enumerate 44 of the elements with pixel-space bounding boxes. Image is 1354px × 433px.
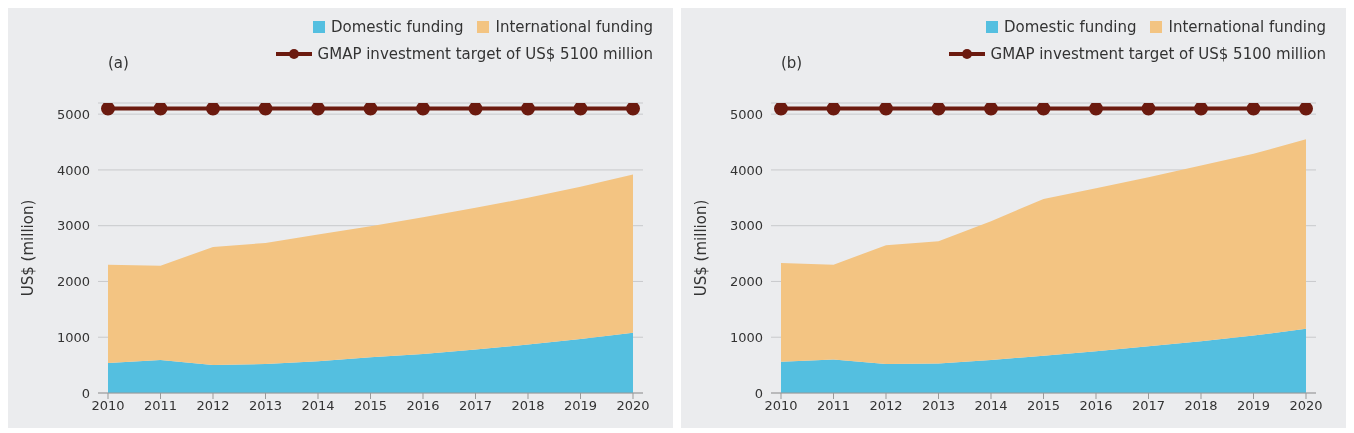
y-tick-label: 1000 xyxy=(56,329,90,345)
y-tick-label: 0 xyxy=(81,385,90,401)
x-tick-label: 2018 xyxy=(511,398,545,414)
legend-label: International funding xyxy=(1168,18,1326,36)
legend-label: Domestic funding xyxy=(1004,18,1137,36)
y-tick-label: 3000 xyxy=(56,218,90,234)
y-axis-title: US$ (million) xyxy=(692,199,711,297)
y-tick-label: 2000 xyxy=(56,274,90,290)
x-tick-label: 2020 xyxy=(1289,398,1323,414)
legend-label: GMAP investment target of US$ 5100 million xyxy=(990,45,1326,63)
x-tick-label: 2015 xyxy=(1026,398,1061,414)
y-axis-title: US$ (million) xyxy=(19,199,38,297)
legend-label: Domestic funding xyxy=(331,18,464,36)
y-tick-label: 2000 xyxy=(729,274,763,290)
x-tick-label: 2014 xyxy=(974,398,1008,414)
y-tick-label: 4000 xyxy=(729,162,763,178)
x-tick-label: 2011 xyxy=(143,398,178,414)
x-tick-label: 2016 xyxy=(1079,398,1113,414)
legend-label: International funding xyxy=(495,18,653,36)
x-tick-label: 2013 xyxy=(248,398,283,414)
y-tick-label: 1000 xyxy=(729,329,763,345)
y-tick-label: 5000 xyxy=(56,106,90,122)
x-tick-label: 2013 xyxy=(921,398,956,414)
x-tick-label: 2012 xyxy=(869,398,903,414)
x-tick-label: 2010 xyxy=(91,398,125,414)
x-tick-label: 2011 xyxy=(816,398,851,414)
y-tick-label: 0 xyxy=(754,385,763,401)
x-tick-label: 2014 xyxy=(301,398,335,414)
x-tick-label: 2018 xyxy=(1184,398,1218,414)
x-tick-label: 2012 xyxy=(196,398,230,414)
x-tick-label: 2019 xyxy=(1236,398,1271,414)
x-tick-label: 2020 xyxy=(616,398,650,414)
y-tick-label: 3000 xyxy=(729,218,763,234)
x-tick-label: 2017 xyxy=(1131,398,1166,414)
legend-label: GMAP investment target of US$ 5100 million xyxy=(317,45,653,63)
chart-title: (b) xyxy=(781,54,803,72)
x-tick-label: 2016 xyxy=(406,398,440,414)
y-tick-label: 5000 xyxy=(729,106,763,122)
x-tick-label: 2010 xyxy=(764,398,798,414)
y-tick-label: 4000 xyxy=(56,162,90,178)
x-tick-label: 2017 xyxy=(458,398,493,414)
x-tick-label: 2019 xyxy=(563,398,598,414)
x-tick-label: 2015 xyxy=(353,398,388,414)
chart-title: (a) xyxy=(108,54,129,72)
